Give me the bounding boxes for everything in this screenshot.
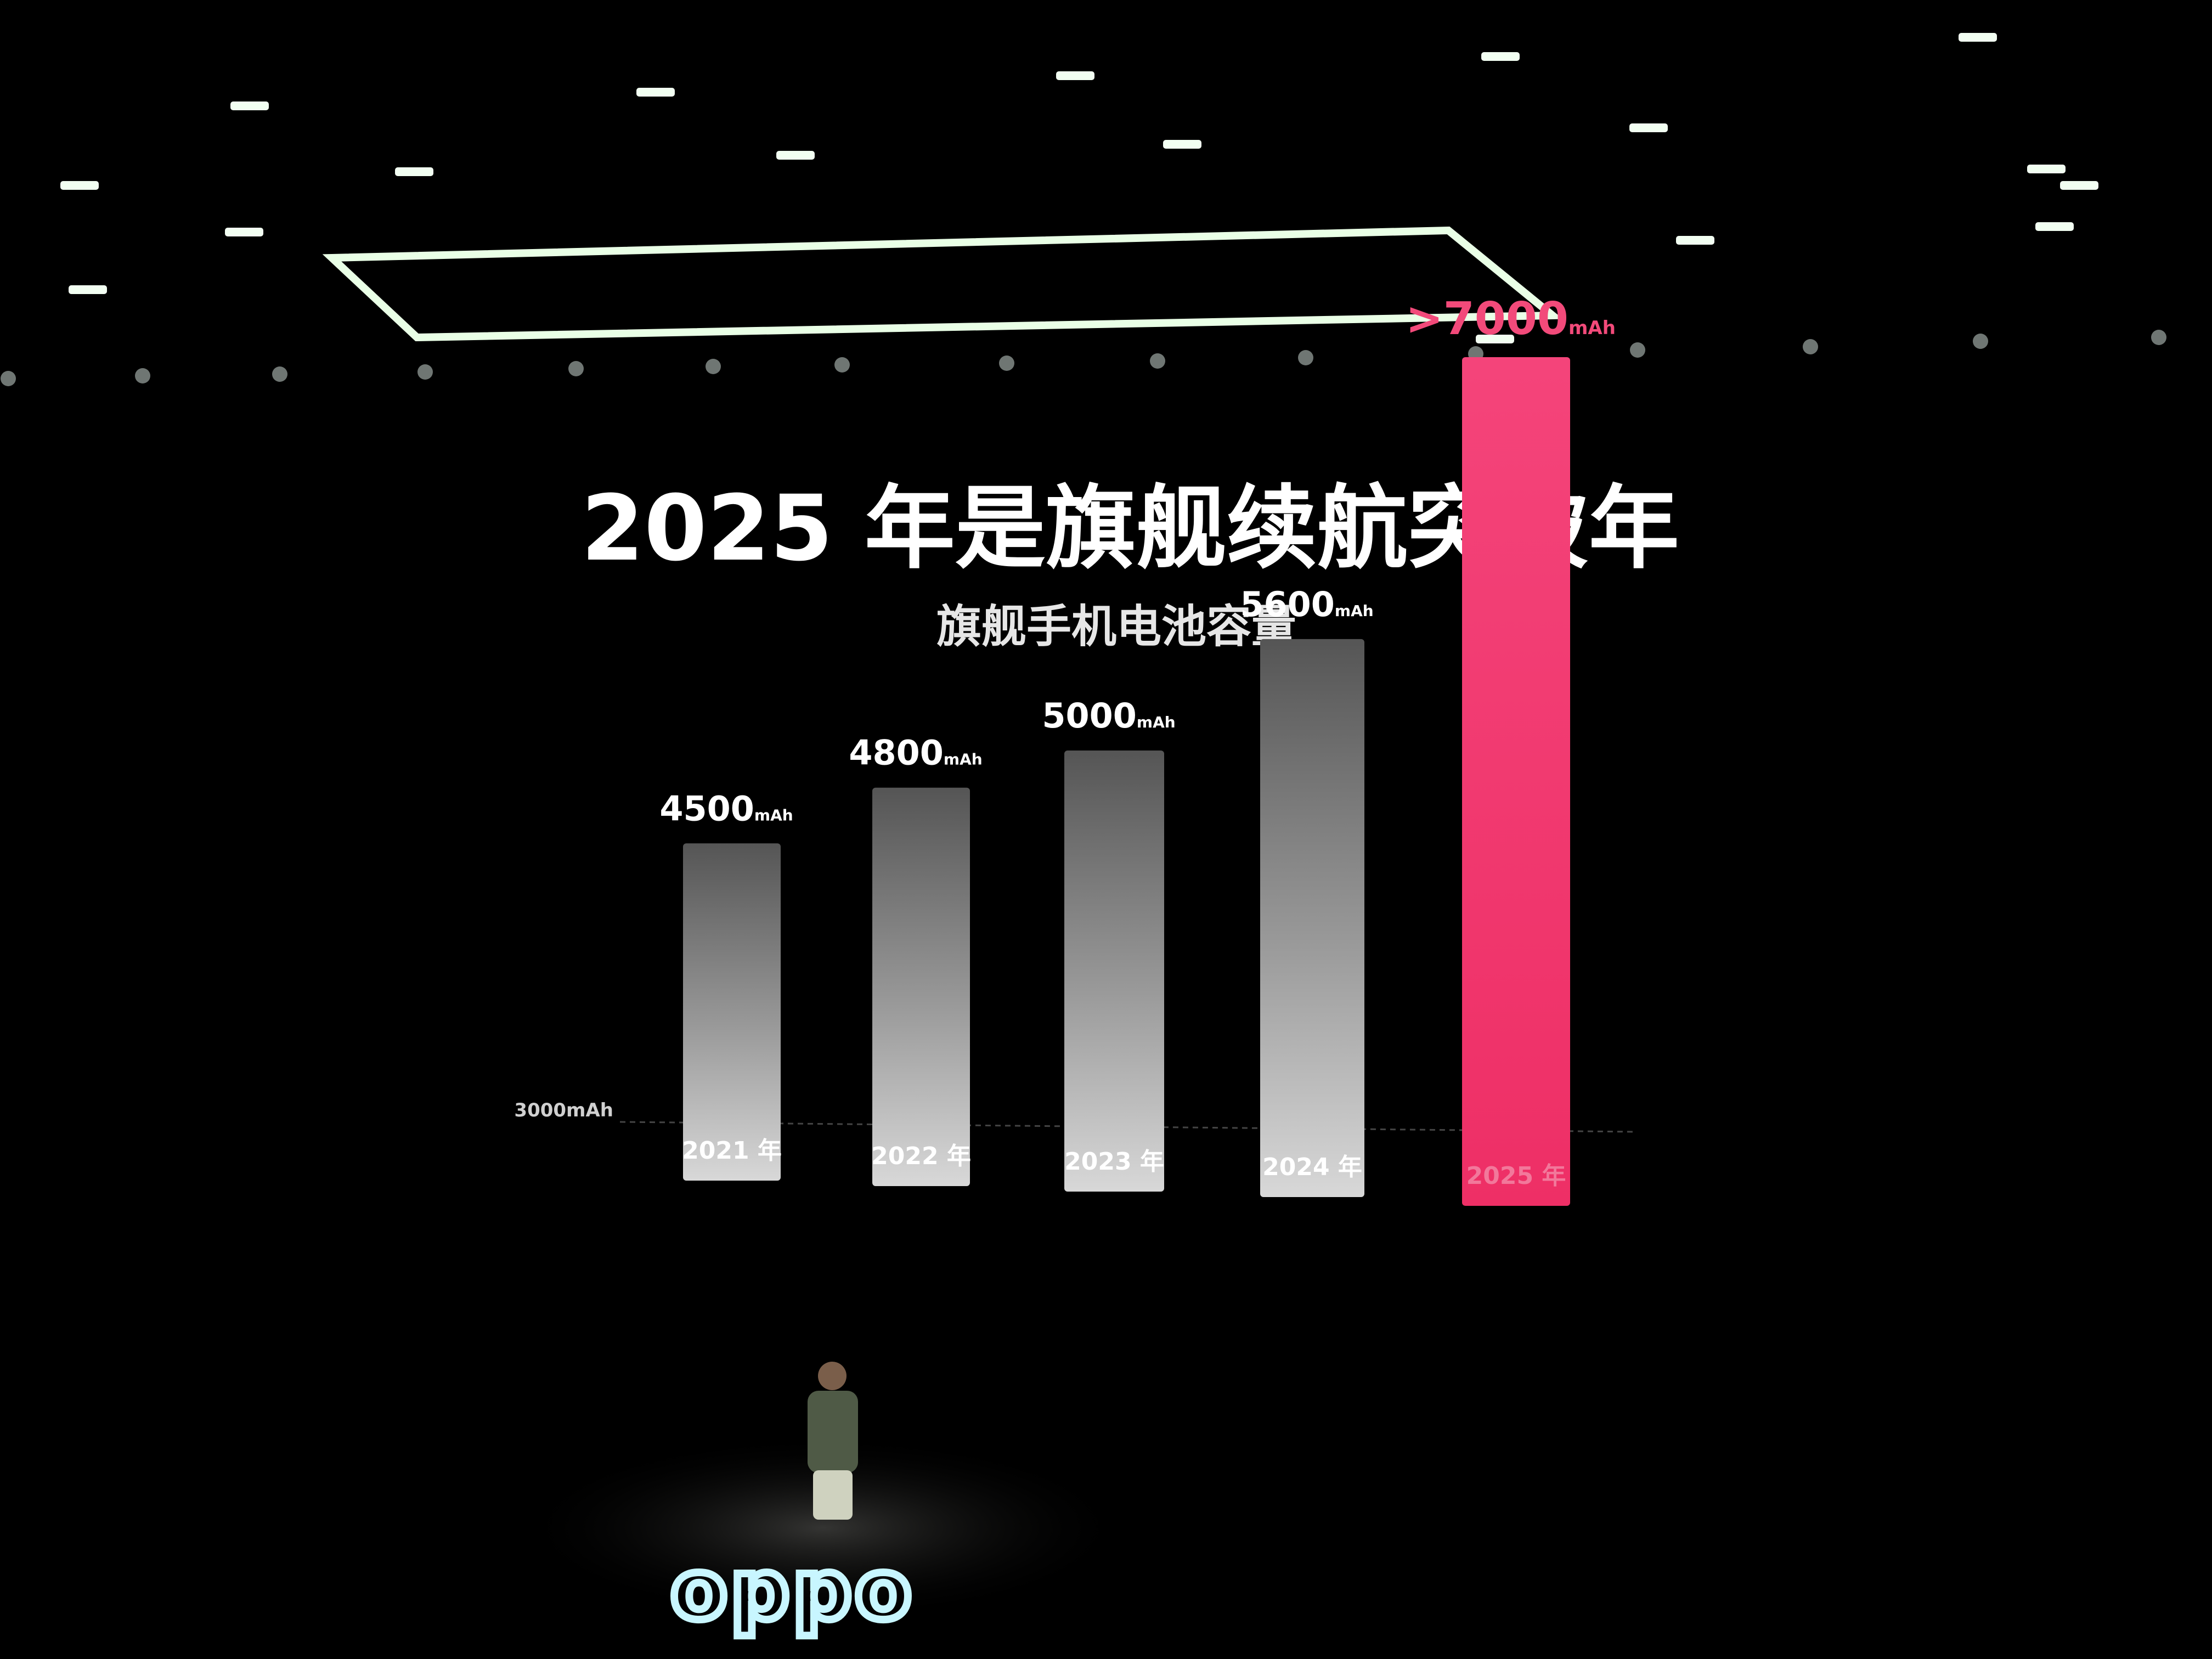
bar-value-label-3: 5000mAh (1042, 696, 1175, 736)
ceiling-spot-9 (1150, 353, 1165, 369)
bar-category-label-3: 2023 年 (1064, 1148, 1164, 1176)
bar-5 (1462, 357, 1570, 1206)
ceiling-spotlights (1, 33, 2166, 386)
bar-1 (683, 843, 781, 1181)
ceiling-spot-3 (272, 366, 287, 382)
bar-category-label-2: 2022 年 (871, 1142, 971, 1170)
ceiling-light-14 (2035, 222, 2074, 231)
ceiling-spot-7 (834, 357, 850, 373)
bar-value-label-1: 4500mAh (659, 788, 793, 828)
ceiling-spot-5 (568, 361, 584, 376)
bar-category-label-1: 2021 年 (682, 1137, 782, 1165)
ceiling-light-16 (1476, 335, 1514, 343)
ceiling-light-4 (1481, 52, 1520, 61)
bar-value-label-2: 4800mAh (849, 733, 982, 773)
ceiling-spot-13 (1803, 339, 1818, 354)
battery-capacity-chart: 3000mAh 4500mAh 2021 年 4800mAh 2022 年 5000mA… (514, 293, 1635, 1206)
ceiling-spot-6 (706, 359, 721, 374)
reference-line-label: 3000mAh (514, 1099, 613, 1121)
bars: 4500mAh 2021 年 4800mAh 2022 年 5000mAh 2023 年 5… (659, 293, 1616, 1206)
bar-category-label-4: 2024 年 (1262, 1153, 1362, 1181)
ceiling-spot-10 (1298, 350, 1313, 365)
ceiling-light-12 (225, 228, 263, 236)
ceiling-light-13 (1676, 236, 1714, 245)
ceiling-light-15 (69, 285, 107, 294)
ceiling-light-11 (2027, 165, 2066, 173)
speaker-legs (813, 1470, 853, 1520)
speaker-head (818, 1362, 847, 1390)
ceiling-light-8 (776, 151, 815, 160)
speaker-torso (808, 1391, 858, 1473)
ceiling-spot-15 (2151, 330, 2166, 345)
ceiling-spot-2 (135, 368, 150, 383)
stage-spotlight (516, 1435, 1130, 1621)
ceiling-spot-1 (1, 371, 16, 386)
ceiling-rig (1, 33, 2166, 386)
ceiling-light-5 (1959, 33, 1997, 42)
bar-3 (1064, 751, 1164, 1192)
ceiling-spot-4 (417, 364, 433, 380)
ceiling-spot-8 (999, 356, 1014, 371)
slide-subtitle: 旗舰手机电池容量 (936, 601, 1296, 653)
ceiling-light-6 (60, 181, 99, 190)
ceiling-light-17 (2060, 181, 2098, 190)
bar-2 (872, 787, 970, 1186)
ceiling-light-1 (230, 101, 269, 110)
ceiling-spot-14 (1973, 334, 1988, 349)
speaker (516, 1362, 1130, 1621)
ceiling-light-10 (1629, 123, 1668, 132)
ceiling-light-3 (1056, 71, 1094, 80)
bar-value-label-5: >7000mAh (1406, 293, 1616, 345)
bar-value-label-4: 5600mAh (1240, 584, 1373, 624)
ceiling-spot-12 (1630, 342, 1645, 358)
ceiling-light-ring (322, 226, 1564, 342)
bar-4 (1260, 639, 1364, 1197)
ceiling-light-9 (1163, 140, 1201, 149)
ceiling-light-2 (636, 88, 675, 97)
oppo-logo: oppo (671, 1543, 915, 1638)
ceiling-light-7 (395, 167, 433, 176)
bar-category-label-5: 2025 年 (1466, 1162, 1566, 1190)
